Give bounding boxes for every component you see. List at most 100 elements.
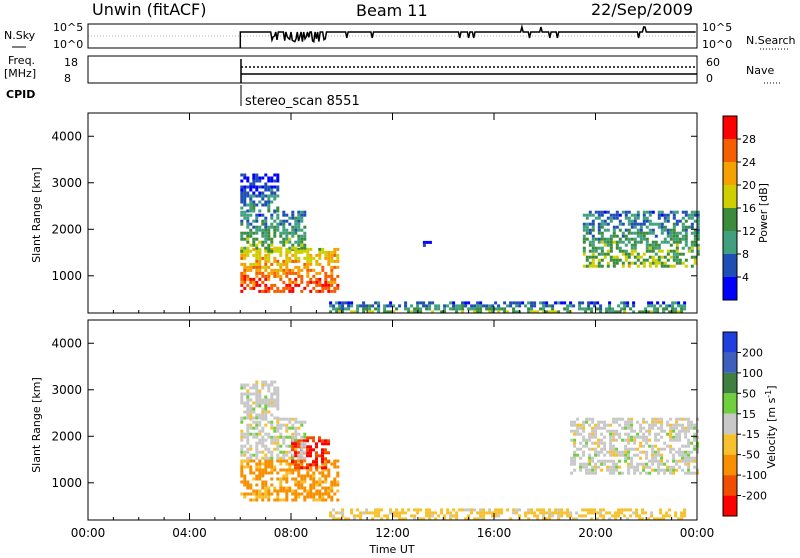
data-cell: [665, 511, 669, 515]
data-cell: [693, 432, 697, 436]
data-cell: [693, 219, 697, 223]
data-cell: [642, 444, 646, 448]
data-cell: [690, 243, 694, 247]
data-cell: [255, 413, 259, 417]
data-cell: [276, 179, 280, 183]
data-cell: [246, 398, 250, 402]
data-cell: [258, 228, 262, 232]
data-cell: [473, 307, 477, 311]
data-cell: [678, 219, 682, 223]
data-cell: [276, 206, 280, 210]
data-cell: [252, 286, 256, 290]
data-cell: [276, 477, 280, 481]
data-cell: [324, 280, 328, 284]
data-cell: [288, 249, 292, 253]
data-cell: [594, 453, 598, 457]
data-cell: [467, 508, 471, 512]
data-cell: [333, 477, 337, 481]
data-cell: [347, 307, 351, 311]
data-cell: [240, 179, 244, 183]
data-cell: [533, 304, 537, 308]
data-cell: [276, 289, 280, 293]
data-cell: [624, 258, 628, 262]
data-cell: [347, 301, 351, 305]
data-cell: [633, 240, 637, 244]
data-cell: [651, 426, 655, 430]
data-cell: [270, 395, 274, 399]
data-cell: [596, 517, 600, 521]
data-cell: [240, 231, 244, 235]
data-cell: [684, 471, 688, 475]
data-cell: [603, 222, 607, 226]
data-cell: [261, 426, 265, 430]
data-cell: [261, 256, 265, 260]
data-cell: [672, 216, 676, 220]
data-cell: [297, 268, 301, 272]
data-cell: [672, 459, 676, 463]
data-cell: [659, 304, 663, 308]
data-cell: [258, 404, 262, 408]
data-cell: [243, 237, 247, 241]
data-cell: [321, 454, 324, 458]
data-cell: [645, 243, 649, 247]
data-cell: [570, 423, 574, 427]
data-cell: [594, 210, 598, 214]
data-cell: [591, 249, 595, 253]
data-cell: [365, 304, 369, 308]
data-cell: [306, 250, 310, 254]
data-cell: [344, 307, 348, 311]
colorbar-tick-label: 8: [742, 248, 749, 261]
data-cell: [636, 222, 640, 226]
data-cell: [654, 459, 658, 463]
data-cell: [588, 243, 592, 247]
data-cell: [527, 301, 531, 305]
data-cell: [696, 210, 700, 214]
data-cell: [669, 444, 673, 448]
data-cell: [303, 234, 307, 238]
data-cell: [288, 417, 292, 421]
data-cell: [633, 468, 637, 472]
data-cell: [690, 423, 694, 427]
data-cell: [657, 249, 661, 253]
data-cell: [252, 435, 256, 439]
data-cell: [603, 228, 607, 232]
data-cell: [282, 259, 286, 263]
data-cell: [624, 255, 628, 259]
data-cell: [518, 304, 522, 308]
data-cell: [288, 489, 292, 493]
data-cell: [603, 435, 607, 439]
data-cell: [642, 222, 646, 226]
data-cell: [249, 407, 253, 411]
nsky-label: N.Sky: [4, 29, 36, 42]
data-cell: [615, 450, 619, 454]
data-cell: [240, 435, 244, 439]
data-cell: [633, 438, 637, 442]
colorbar-segment: [723, 185, 737, 208]
data-cell: [479, 508, 483, 512]
data-cell: [327, 489, 331, 493]
data-cell: [315, 445, 318, 449]
data-cell: [566, 307, 570, 311]
data-cell: [627, 465, 631, 469]
data-cell: [246, 450, 250, 454]
data-cell: [267, 401, 271, 405]
data-cell: [264, 289, 268, 293]
data-cell: [648, 228, 652, 232]
data-cell: [648, 219, 652, 223]
data-cell: [303, 441, 307, 445]
data-cell: [288, 420, 292, 424]
data-cell: [291, 432, 295, 436]
data-cell: [515, 304, 519, 308]
data-cell: [255, 271, 259, 275]
data-cell: [681, 210, 685, 214]
data-cell: [621, 264, 625, 268]
data-cell: [642, 237, 646, 241]
data-cell: [294, 271, 298, 275]
data-cell: [590, 517, 594, 521]
data-cell: [650, 304, 654, 308]
data-cell: [332, 514, 336, 518]
data-cell: [582, 420, 586, 424]
data-cell: [240, 468, 244, 472]
data-cell: [675, 240, 679, 244]
data-cell: [654, 264, 658, 268]
